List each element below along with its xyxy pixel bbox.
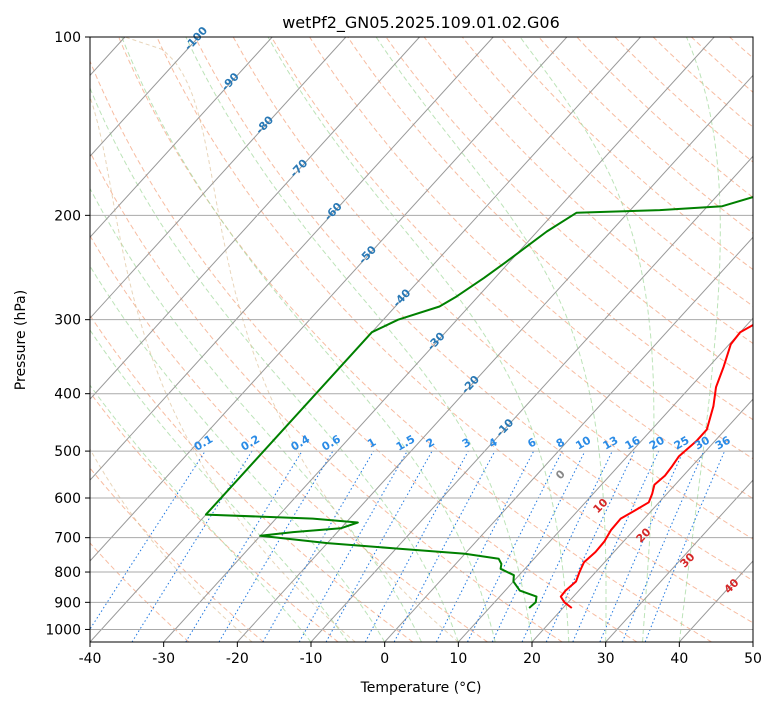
- y-tick-label: 900: [54, 595, 81, 611]
- x-tick-label: 30: [597, 651, 615, 667]
- x-tick-label: 10: [449, 651, 467, 667]
- y-tick-label: 800: [54, 565, 81, 581]
- y-tick-label: 200: [54, 208, 81, 224]
- x-tick-label: 20: [523, 651, 541, 667]
- x-tick-label: -10: [300, 651, 323, 667]
- x-axis-label: Temperature (°C): [360, 680, 482, 696]
- x-tick-label: 50: [744, 651, 762, 667]
- x-tick-label: 0: [380, 651, 389, 667]
- dry-adiabat: [768, 37, 775, 642]
- y-axis-label: Pressure (hPa): [13, 290, 29, 390]
- x-tick-label: -40: [79, 651, 102, 667]
- x-tick-label: -20: [226, 651, 249, 667]
- y-tick-label: 600: [54, 491, 81, 507]
- y-tick-label: 300: [54, 313, 81, 329]
- x-tick-label: -30: [152, 651, 175, 667]
- x-tick-label: 40: [670, 651, 688, 667]
- y-tick-label: 100: [54, 30, 81, 46]
- y-tick-label: 700: [54, 531, 81, 547]
- y-tick-label: 1000: [45, 622, 81, 638]
- y-tick-label: 500: [54, 444, 81, 460]
- isotherm: [753, 37, 775, 642]
- chart-title: wetPf2_GN05.2025.109.01.02.G06: [282, 13, 560, 33]
- y-tick-label: 400: [54, 387, 81, 403]
